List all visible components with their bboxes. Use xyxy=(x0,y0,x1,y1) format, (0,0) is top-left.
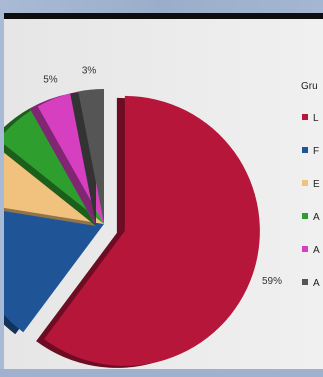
legend-label-2: E xyxy=(313,179,320,190)
pie-slices xyxy=(4,89,260,368)
pie-chart: 59% 5% 3% Gru L F E A A A xyxy=(4,19,323,369)
legend-swatch-5 xyxy=(302,279,308,285)
legend-swatch-1 xyxy=(302,147,308,153)
legend-swatch-0 xyxy=(302,114,308,120)
legend: Gru L F E A A A xyxy=(301,81,320,289)
pie-slice-1 xyxy=(4,207,104,333)
legend-swatch-3 xyxy=(302,213,308,219)
legend-swatch-4 xyxy=(302,246,308,252)
pie-slice-0 xyxy=(44,95,260,366)
legend-label-4: A xyxy=(313,245,320,256)
slice-label-4: 5% xyxy=(43,75,58,86)
slice-label-0: 59% xyxy=(262,276,282,287)
pie-slice-4 xyxy=(37,91,105,224)
legend-label-1: F xyxy=(313,146,319,157)
legend-title: Gru xyxy=(301,81,318,92)
chart-window: 59% 5% 3% Gru L F E A A A xyxy=(4,19,323,369)
pie-slice-5 xyxy=(78,89,104,224)
slice-labels: 59% 5% 3% xyxy=(43,66,282,287)
legend-label-3: A xyxy=(313,212,320,223)
pie-slice-side-4 xyxy=(29,93,97,226)
legend-swatch-2 xyxy=(302,180,308,186)
legend-label-5: A xyxy=(313,278,320,289)
window-top-bar xyxy=(4,13,323,19)
slice-label-5: 3% xyxy=(82,66,97,77)
window-bottom-bar xyxy=(0,369,323,377)
legend-label-0: L xyxy=(313,113,319,124)
